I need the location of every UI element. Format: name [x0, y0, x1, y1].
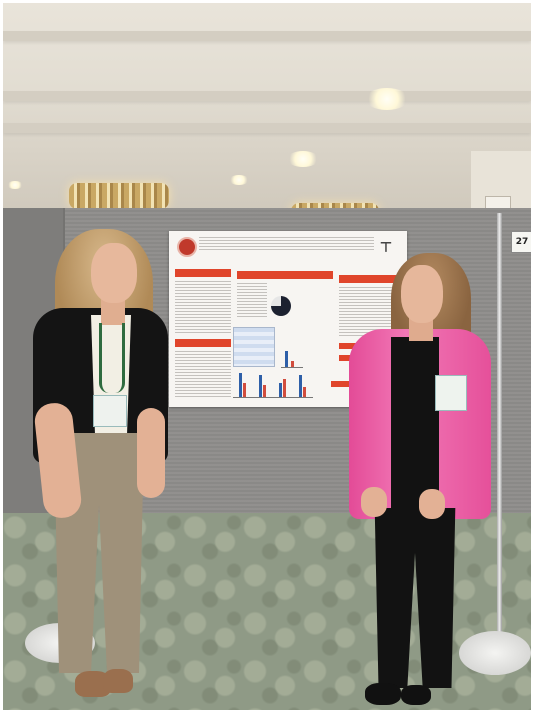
ceiling-light	[7, 181, 23, 189]
photo-frame: 27 ⊤	[3, 3, 531, 710]
poster-text-block	[175, 281, 231, 335]
poster-bar-chart	[281, 341, 303, 368]
ceiling-beam	[3, 91, 531, 101]
university-seal-logo	[177, 237, 197, 257]
poster-section-header	[175, 269, 231, 277]
ceiling-beam	[3, 123, 531, 133]
person-left-face	[91, 243, 137, 303]
poster-text-block	[339, 287, 399, 337]
person-right-hand	[419, 489, 445, 519]
ceiling-light	[229, 175, 249, 185]
person-left-arm	[137, 408, 165, 498]
person-right-face	[401, 265, 443, 323]
name-badge	[93, 395, 127, 427]
poster-title	[199, 237, 374, 251]
chandelier	[69, 183, 169, 209]
person-right-hand	[361, 487, 387, 517]
poster-pie-chart	[271, 296, 291, 316]
poster-section-header	[175, 339, 231, 347]
poster-section-header	[331, 381, 361, 387]
ceiling-beam	[3, 31, 531, 41]
poster-bar-chart	[233, 371, 313, 398]
lanyard	[99, 323, 125, 393]
stand-pole	[497, 213, 502, 643]
poster-text-block	[237, 283, 267, 319]
university-logo-mark: ⊤	[379, 240, 393, 256]
ceiling-light	[287, 151, 319, 167]
stand-base	[459, 631, 531, 675]
poster-table	[233, 327, 275, 367]
shoe	[401, 685, 431, 705]
name-badge	[435, 375, 467, 411]
shoe	[103, 669, 133, 693]
poster-text-block	[175, 351, 231, 399]
ceiling-light	[365, 88, 409, 110]
shoe	[365, 683, 401, 705]
poster-section-header	[339, 275, 399, 283]
poster-section-header	[237, 271, 333, 279]
booth-number-tag: 27	[511, 231, 531, 253]
